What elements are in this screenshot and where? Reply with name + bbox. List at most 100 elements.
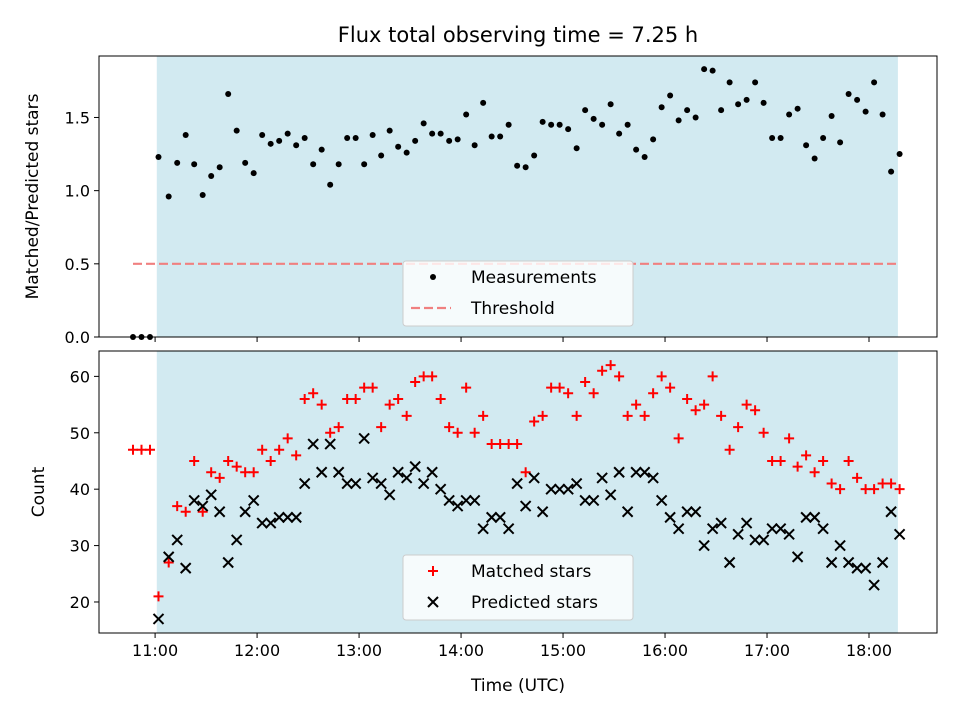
predicted-star-point bbox=[417, 477, 430, 490]
matched-star-point bbox=[894, 484, 905, 495]
matched-star-point bbox=[750, 405, 761, 416]
predicted-star-point bbox=[893, 528, 906, 541]
measurement-point bbox=[284, 130, 291, 137]
matched-star-point bbox=[597, 365, 608, 376]
matched-star-point bbox=[136, 444, 147, 455]
matched-star-point bbox=[401, 410, 412, 421]
measurement-point bbox=[216, 164, 223, 171]
matched-star-point bbox=[418, 371, 429, 382]
matched-star-point bbox=[333, 422, 344, 433]
matched-star-point bbox=[223, 455, 234, 466]
predicted-star-point bbox=[349, 477, 362, 490]
measurement-point bbox=[548, 121, 555, 128]
measurement-point bbox=[854, 96, 861, 103]
predicted-star-point bbox=[332, 466, 345, 478]
measurement-point bbox=[837, 139, 844, 146]
measurement-point bbox=[811, 155, 818, 162]
measurement-point bbox=[794, 105, 801, 112]
measurement-point bbox=[199, 192, 206, 199]
measurement-point bbox=[165, 193, 172, 200]
predicted-star-point bbox=[468, 494, 481, 507]
matched-star-point bbox=[367, 382, 378, 393]
measurement-point bbox=[182, 132, 189, 139]
predicted-star-point bbox=[647, 472, 659, 484]
predicted-star-point bbox=[273, 511, 285, 524]
measurement-point bbox=[208, 173, 215, 180]
predicted-star-point bbox=[502, 522, 515, 535]
measurement-point bbox=[446, 137, 453, 144]
measurement-point bbox=[155, 153, 162, 160]
measurement-point bbox=[633, 146, 640, 153]
predicted-star-point bbox=[196, 500, 209, 512]
measurement-point bbox=[327, 181, 334, 188]
y-axis-label: Count bbox=[29, 466, 49, 517]
measurement-point bbox=[862, 108, 869, 115]
predicted-star-point bbox=[511, 477, 523, 490]
measurement-point bbox=[607, 101, 614, 108]
measurement-point bbox=[344, 134, 351, 141]
predicted-star-point bbox=[247, 494, 260, 507]
matched-star-point bbox=[197, 506, 208, 517]
matched-star-point bbox=[775, 455, 786, 466]
predicted-star-point bbox=[298, 477, 311, 490]
measurement-point bbox=[726, 79, 733, 86]
y-axis-label: Matched/Predicted stars bbox=[23, 93, 43, 299]
matched-star-point bbox=[818, 455, 829, 466]
measurement-point bbox=[403, 149, 410, 156]
predicted-star-point bbox=[859, 562, 872, 574]
measurement-point bbox=[318, 146, 325, 153]
matched-star-point bbox=[588, 388, 599, 399]
measurement-point bbox=[803, 142, 810, 149]
measurement-point bbox=[259, 132, 266, 139]
predicted-star-point bbox=[825, 556, 838, 569]
matched-star-point bbox=[452, 427, 463, 438]
matched-star-point bbox=[758, 427, 769, 438]
matched-star-point bbox=[231, 461, 242, 472]
legend-box bbox=[402, 554, 634, 621]
predicted-star-point bbox=[851, 562, 863, 574]
matched-star-point bbox=[767, 455, 778, 466]
predicted-star-point bbox=[205, 489, 217, 501]
predicted-star-point bbox=[732, 528, 744, 541]
matched-star-point bbox=[350, 393, 361, 404]
matched-star-point bbox=[214, 472, 225, 483]
predicted-star-point bbox=[494, 511, 506, 524]
predicted-star-point bbox=[188, 494, 200, 507]
predicted-star-point bbox=[664, 511, 676, 524]
measurement-point bbox=[310, 161, 317, 168]
matched-star-point bbox=[699, 399, 710, 410]
matched-star-point bbox=[622, 410, 633, 421]
matched-star-point bbox=[172, 501, 183, 512]
matched-star-point bbox=[529, 416, 540, 427]
measurement-point bbox=[650, 136, 657, 143]
matched-star-point bbox=[144, 444, 155, 455]
predicted-star-point bbox=[213, 506, 226, 518]
measurement-point bbox=[845, 91, 852, 98]
measurement-point bbox=[488, 133, 495, 140]
y-tick-label: 0.5 bbox=[65, 255, 90, 274]
measurement-point bbox=[463, 111, 470, 118]
matched-star-point bbox=[393, 393, 404, 404]
measurement-point bbox=[573, 145, 580, 152]
x-tick-label: 15:00 bbox=[540, 641, 586, 660]
measurement-point bbox=[412, 137, 419, 144]
predicted-star-point bbox=[222, 556, 234, 569]
matched-star-point bbox=[614, 371, 625, 382]
predicted-star-point bbox=[290, 511, 302, 524]
measurement-point bbox=[735, 101, 742, 108]
top-panel: 0.0 0.5 1.0 1.5 Matched/Predicted stars Measu… bbox=[23, 55, 938, 347]
matched-star-point bbox=[478, 410, 489, 421]
predicted-star-point bbox=[451, 500, 464, 512]
predicted-star-point bbox=[876, 556, 889, 569]
measurement-point bbox=[395, 143, 402, 150]
predicted-star-point bbox=[808, 511, 821, 524]
matched-star-point bbox=[299, 393, 310, 404]
predicted-star-point bbox=[638, 466, 651, 478]
predicted-star-point bbox=[366, 472, 379, 484]
predicted-star-point bbox=[443, 494, 455, 507]
measurement-point bbox=[658, 104, 665, 111]
chart-title: Flux total observing time = 7.25 h bbox=[338, 23, 698, 47]
predicted-star-point bbox=[171, 534, 183, 546]
predicted-star-point bbox=[817, 522, 829, 535]
matched-star-point bbox=[248, 467, 259, 478]
